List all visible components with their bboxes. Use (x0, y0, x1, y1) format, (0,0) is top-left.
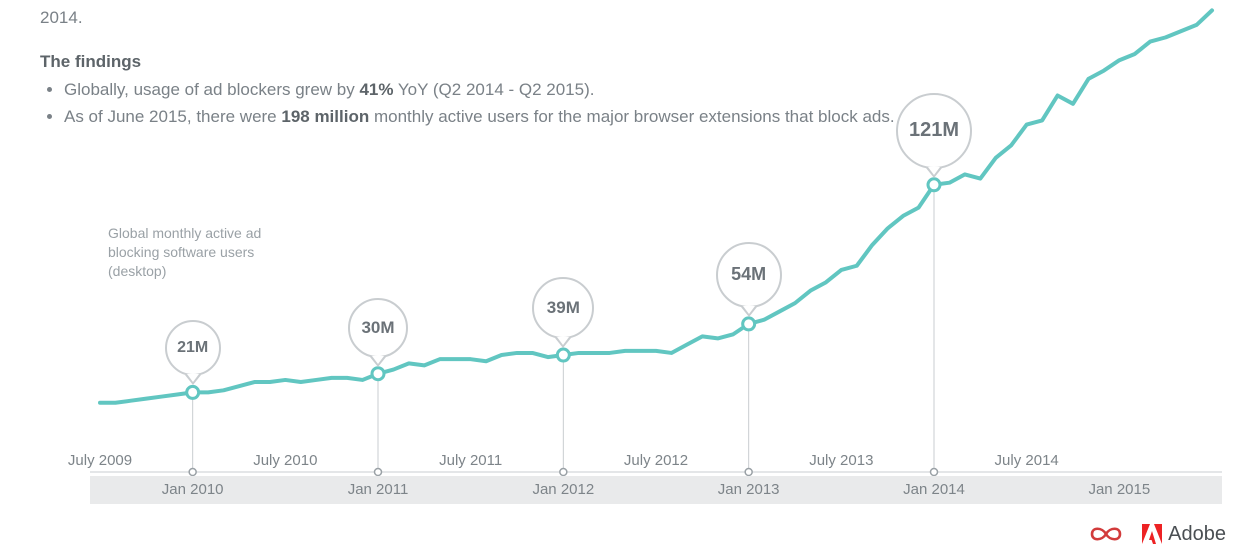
adobe-logo: Adobe (1142, 523, 1226, 546)
x-axis-label-top: July 2014 (995, 452, 1059, 469)
x-axis-label-top: July 2012 (624, 452, 688, 469)
x-axis-label-top: July 2009 (68, 452, 132, 469)
x-axis-label-bottom: Jan 2010 (162, 481, 224, 498)
adobe-mark-icon (1142, 524, 1162, 544)
page: { "intro_fragment": "2014.", "findings":… (0, 0, 1250, 550)
x-axis-label-top: July 2010 (253, 452, 317, 469)
x-axis-label-top: July 2013 (809, 452, 873, 469)
x-axis-label-top: July 2011 (439, 452, 502, 469)
chart-caption: Global monthly active ad blocking softwa… (108, 224, 308, 281)
adobe-wordmark: Adobe (1168, 523, 1226, 546)
x-axis-label-bottom: Jan 2012 (532, 481, 594, 498)
x-axis-label-bottom: Jan 2011 (348, 481, 409, 498)
x-axis-label-bottom: Jan 2014 (903, 481, 965, 498)
x-axis-label-bottom: Jan 2015 (1088, 481, 1150, 498)
pagefair-logo-icon (1088, 522, 1124, 546)
brand-row: Adobe (1088, 522, 1226, 546)
x-axis-band (90, 476, 1222, 504)
x-axis-label-bottom: Jan 2013 (718, 481, 780, 498)
